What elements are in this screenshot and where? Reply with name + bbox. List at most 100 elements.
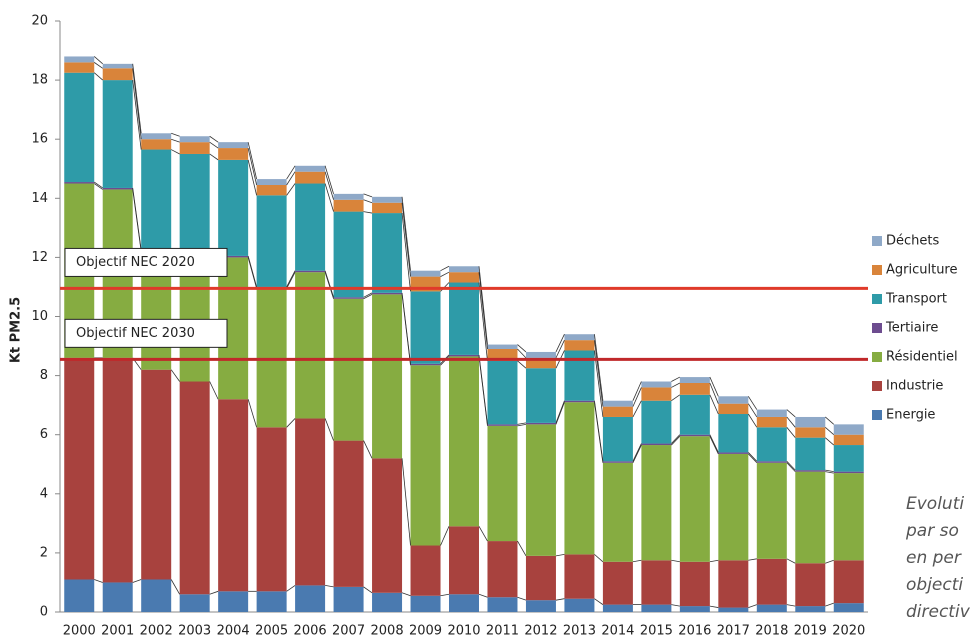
- bar-segment: [372, 592, 403, 612]
- annotation: en per: [906, 548, 962, 568]
- bar-segment: [218, 591, 249, 612]
- connector: [478, 354, 488, 425]
- bar-segment: [564, 334, 595, 341]
- legend-label: Energie: [886, 408, 935, 423]
- connector: [709, 382, 719, 404]
- bar-segment: [295, 418, 326, 586]
- connector: [132, 187, 142, 251]
- connector: [555, 553, 565, 557]
- bar-segment: [602, 604, 633, 612]
- connector: [594, 340, 604, 407]
- connector: [786, 558, 796, 564]
- bar-segment: [333, 199, 364, 212]
- bar-segment: [141, 369, 172, 580]
- bar-segment: [525, 351, 556, 358]
- x-tick-label: 2001: [101, 624, 134, 637]
- connector: [825, 416, 835, 425]
- connector: [786, 462, 796, 472]
- bar-segment: [833, 603, 864, 612]
- bar-segment: [679, 394, 710, 435]
- x-tick-label: 2002: [140, 624, 173, 637]
- connector: [247, 399, 258, 428]
- connector: [517, 344, 527, 353]
- reference-label-box: [64, 318, 228, 348]
- bar-segment: [756, 416, 787, 428]
- connector: [555, 339, 565, 359]
- bar-segment: [333, 298, 364, 441]
- bar-segment: [256, 179, 287, 186]
- bar-segment: [256, 185, 287, 196]
- bar-segment: [295, 585, 326, 612]
- connector: [440, 265, 450, 272]
- connector: [748, 604, 757, 608]
- bar-segment: [525, 357, 556, 369]
- connector: [94, 181, 103, 189]
- bar-segment: [756, 462, 787, 559]
- connector: [324, 165, 334, 194]
- bar-segment: [487, 541, 518, 598]
- y-tick-label: 16: [31, 132, 48, 147]
- bar-segment: [102, 187, 133, 190]
- bar-segment: [718, 403, 749, 415]
- bar-segment: [795, 471, 826, 564]
- connector: [94, 579, 103, 583]
- connector: [478, 526, 488, 542]
- connector: [209, 590, 219, 595]
- bar-segment: [333, 297, 364, 299]
- bar-segment: [64, 62, 95, 73]
- connector: [401, 202, 411, 277]
- connector: [401, 213, 411, 292]
- bar-segment: [602, 416, 633, 462]
- bar-segment: [333, 440, 364, 587]
- connector: [247, 142, 258, 180]
- x-tick-label: 2015: [640, 624, 673, 637]
- connector: [363, 440, 373, 459]
- bar-segment: [679, 434, 710, 437]
- bar-segment: [641, 560, 672, 605]
- connector: [709, 434, 719, 453]
- y-tick-label: 18: [31, 73, 48, 88]
- connector: [517, 422, 527, 425]
- bar-segment: [64, 182, 95, 184]
- x-tick-label: 2000: [63, 624, 96, 637]
- connector: [401, 196, 411, 271]
- connector: [171, 132, 180, 137]
- bar-segment: [487, 344, 518, 350]
- connector: [747, 396, 758, 410]
- connector: [132, 68, 142, 140]
- connector: [94, 183, 103, 190]
- x-tick-label: 2017: [717, 624, 750, 637]
- y-tick-label: 4: [40, 486, 48, 501]
- bar-segment: [602, 462, 633, 562]
- connector: [517, 540, 527, 557]
- connector: [632, 559, 642, 563]
- y-tick-label: 20: [31, 14, 48, 29]
- connector: [517, 596, 527, 601]
- bar-segment: [372, 458, 403, 593]
- connector: [632, 443, 642, 462]
- bar-segment: [333, 193, 364, 200]
- bar-segment: [449, 356, 479, 527]
- bar-segment: [64, 56, 95, 63]
- bar-segment: [64, 357, 95, 580]
- connector: [748, 558, 757, 561]
- bar-segment: [64, 579, 95, 612]
- bar-segment: [141, 579, 172, 612]
- bar-segment: [449, 354, 479, 357]
- x-tick-label: 2005: [255, 624, 288, 637]
- x-tick-label: 2012: [524, 624, 557, 637]
- bar-segment: [564, 402, 595, 555]
- connector: [517, 348, 527, 359]
- bar-segment: [449, 282, 479, 355]
- bar-segment: [795, 470, 826, 472]
- bar-segment: [756, 604, 787, 612]
- bar-segment: [756, 427, 787, 462]
- connector: [709, 376, 719, 397]
- connector: [632, 400, 642, 418]
- connector: [286, 270, 296, 288]
- bar-segment: [564, 598, 595, 612]
- connector: [632, 387, 642, 407]
- reference-label: Objectif NEC 2020: [76, 255, 195, 270]
- connector: [594, 350, 604, 418]
- bar-segment: [141, 139, 172, 150]
